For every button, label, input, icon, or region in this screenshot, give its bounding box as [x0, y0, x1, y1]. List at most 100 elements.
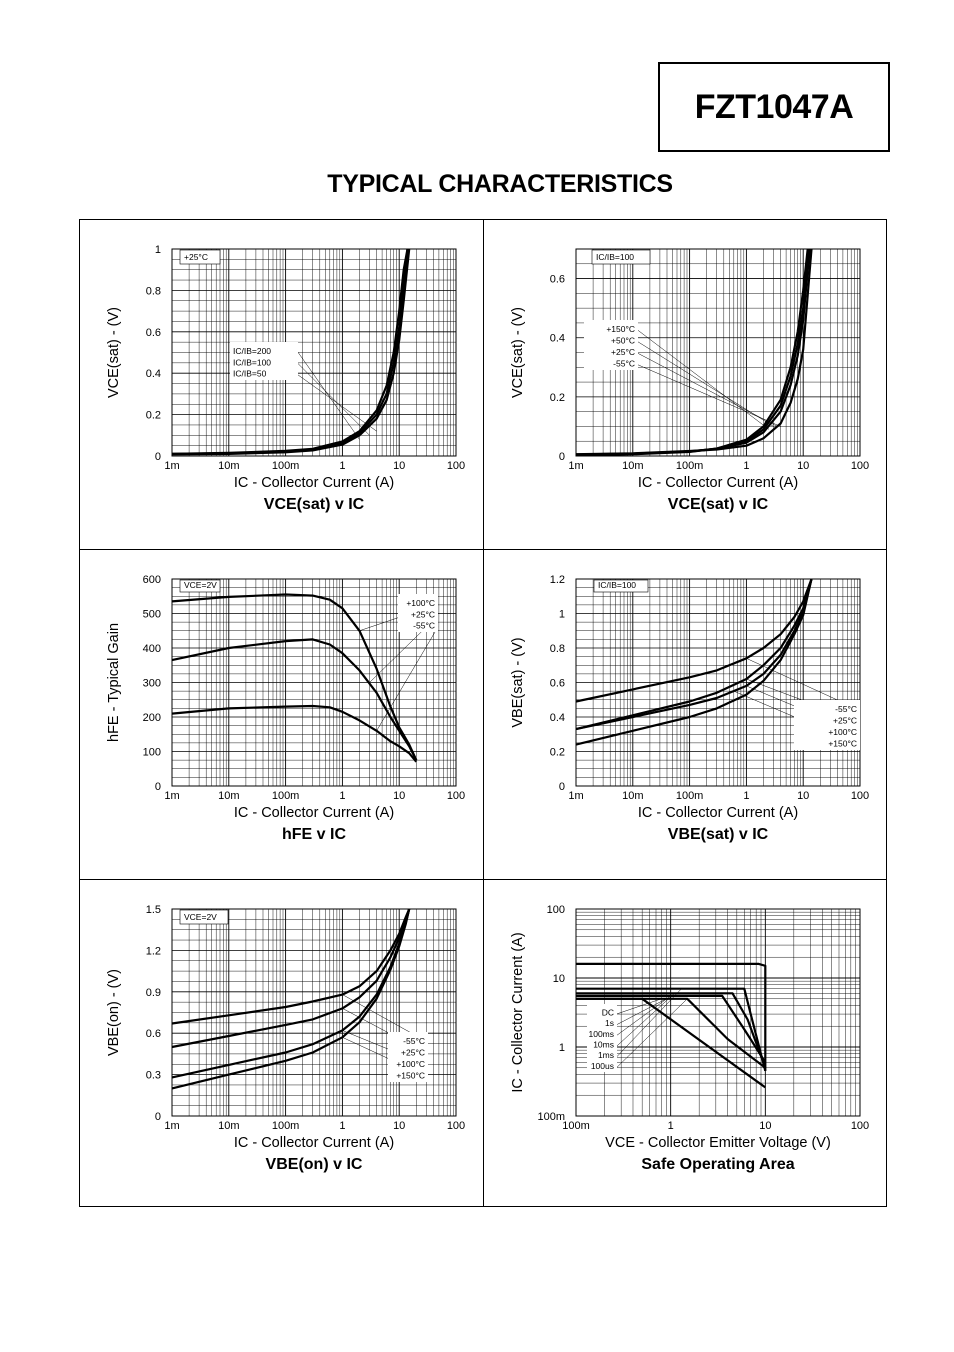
legend-entry-ic/ib=50: IC/IB=50: [233, 369, 267, 379]
y-tick-label: 100m: [537, 1111, 565, 1123]
legend-entry-+150°c: +150°C: [606, 324, 635, 334]
legend-entry-+25°c: +25°C: [833, 716, 857, 726]
series-line--55°c: [171, 704, 418, 763]
legend-box: [794, 700, 860, 750]
y-axis-label: VCE(sat) - (V): [510, 307, 526, 398]
y-tick-label: 400: [143, 643, 161, 655]
legend-leader-line: [297, 352, 360, 440]
y-tick-label: 0.4: [550, 712, 565, 724]
chart-cell-hfe: 1m 10m 100m 1 10 100 0 100 200 300 400 500 600 IC - C…: [80, 550, 484, 880]
series-line-+100°c: [575, 578, 813, 731]
legend-entry--55°c: -55°C: [613, 359, 635, 369]
x-tick-label: 100: [447, 790, 465, 802]
plot-frame: [171, 578, 457, 787]
x-tick-label: 10: [759, 1120, 771, 1132]
chart-vcesat-temp: 1m 10m 100m 1 10 100 0 0.2 0.4 0.6 IC - Collector …: [510, 248, 869, 513]
x-axis-label: IC - Collector Current (A): [638, 475, 798, 491]
x-tick-label: 1: [339, 460, 345, 472]
x-tick-label: 10m: [622, 460, 643, 472]
y-tick-label: 0.4: [146, 368, 161, 380]
legend-leader-line: [616, 998, 688, 1068]
x-tick-label: 100: [851, 460, 869, 472]
y-axis-label: VBE(on) - (V): [106, 969, 122, 1056]
x-axis-label: IC - Collector Current (A): [234, 805, 394, 821]
y-tick-label: 10: [553, 973, 565, 985]
x-tick-label: 10m: [218, 460, 239, 472]
legend-entry-+100°c: +100°C: [828, 727, 857, 737]
y-axis-label: VCE(sat) - (V): [106, 307, 122, 398]
legend-leader-line: [637, 330, 770, 430]
x-tick-label: 10: [393, 1120, 405, 1132]
annotation-text: VCE=2V: [184, 912, 217, 922]
annotation-box: [591, 249, 651, 265]
y-tick-label: 300: [143, 678, 161, 690]
series-line-+25°c: [171, 638, 418, 761]
y-tick-label: 0: [559, 451, 565, 463]
series-line-ic/ib=50: [171, 248, 411, 456]
chart-title: hFE v IC: [282, 826, 346, 843]
x-tick-label: 10: [393, 460, 405, 472]
legend-box: [584, 320, 638, 370]
y-tick-label: 1: [155, 244, 161, 256]
y-tick-label: 1.5: [146, 904, 161, 916]
series-line-+25°c: [171, 908, 411, 1049]
x-tick-label: 100m: [562, 1120, 590, 1132]
y-tick-label: 0: [559, 781, 565, 793]
annotation-text: VCE=2V: [184, 580, 217, 590]
legend-entry--55°c: -55°C: [403, 1036, 425, 1046]
series-line-dc: [576, 997, 766, 1089]
y-tick-label: 200: [143, 712, 161, 724]
series-line--55°c: [575, 248, 813, 456]
series-line-+150°c: [171, 908, 411, 1090]
legend-entry-+25°c: +25°C: [401, 1048, 425, 1058]
y-tick-label: 0.8: [550, 643, 565, 655]
y-axis-label: VBE(sat) - (V): [510, 637, 526, 727]
x-tick-label: 100: [851, 790, 869, 802]
x-axis-label: IC - Collector Current (A): [234, 1135, 394, 1151]
plot-frame: [171, 908, 457, 1117]
legend-leader-line: [616, 998, 662, 1015]
x-tick-label: 10m: [218, 790, 239, 802]
y-tick-label: 1.2: [146, 945, 161, 957]
chart-hfe: 1m 10m 100m 1 10 100 0 100 200 300 400 500 600 IC - C…: [106, 574, 465, 843]
series-line-100us: [576, 962, 767, 1071]
y-tick-label: 0.3: [146, 1070, 161, 1082]
gridlines: [575, 909, 860, 1117]
chart-vbesat: 1m 10m 100m 1 10 100 0 0.2 0.4 0.6 0.8 1 1.2 IC - Col…: [510, 574, 869, 843]
legend-leader-line: [616, 998, 667, 1025]
y-tick-label: 0: [155, 1111, 161, 1123]
annotation-text: IC/IB=100: [598, 580, 636, 590]
plot-frame: [575, 908, 861, 1117]
legend-entry-1s: 1s: [605, 1018, 614, 1028]
gridlines: [575, 578, 860, 787]
y-tick-label: 100: [143, 747, 161, 759]
chart-cell-vcesat-temp: 1m 10m 100m 1 10 100 0 0.2 0.4 0.6 IC - Collector …: [484, 220, 888, 550]
series-line--55°c: [575, 578, 813, 703]
legend-box: [398, 594, 438, 632]
legend-leader-line: [637, 353, 778, 427]
legend-entry-+25°c: +25°C: [611, 347, 635, 357]
legend-box: [230, 342, 298, 380]
legend-entry-100us: 100us: [591, 1061, 614, 1071]
annotation-box: [593, 579, 649, 593]
gridlines: [171, 248, 456, 457]
y-tick-label: 0.8: [146, 285, 161, 297]
chart-vcesat-25c: 1m 10m 100m 1 10 100 0 0.2 0.4 0.6 0.8 1 IC - Collec…: [106, 244, 465, 513]
legend-entry-ic/ib=200: IC/IB=200: [233, 346, 271, 356]
y-tick-label: 0.4: [550, 333, 565, 345]
y-tick-label: 0.6: [146, 1028, 161, 1040]
y-tick-label: 0: [155, 781, 161, 793]
y-axis-label: hFE - Typical Gain: [106, 623, 122, 742]
page-title: TYPICAL CHARACTERISTICS: [327, 170, 673, 198]
legend-entry--55°c: -55°C: [413, 621, 435, 631]
gridlines: [171, 908, 456, 1117]
legend-entry-10ms: 10ms: [593, 1039, 614, 1049]
series-line-+150°c: [575, 578, 813, 746]
annotation-box: [179, 249, 221, 265]
x-tick-label: 1: [339, 1120, 345, 1132]
part-number: FZT1047A: [694, 87, 854, 126]
x-tick-label: 100m: [272, 1120, 300, 1132]
chart-cell-soa: 100m 1 10 100 100m 1 10 100 VCE - Collector Emit…: [484, 880, 888, 1210]
y-tick-label: 600: [143, 574, 161, 586]
chart-title: VCE(sat) v IC: [264, 496, 365, 513]
